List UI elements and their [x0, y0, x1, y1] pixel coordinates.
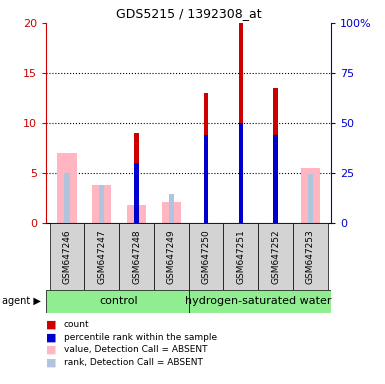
Bar — [99, 185, 104, 223]
Text: percentile rank within the sample: percentile rank within the sample — [64, 333, 217, 342]
Bar — [154, 223, 189, 290]
Bar — [189, 223, 223, 290]
Text: GSM647251: GSM647251 — [236, 229, 245, 284]
Text: rank, Detection Call = ABSENT: rank, Detection Call = ABSENT — [64, 358, 203, 367]
Text: value, Detection Call = ABSENT: value, Detection Call = ABSENT — [64, 345, 207, 354]
Text: agent ▶: agent ▶ — [2, 296, 41, 306]
Bar — [301, 168, 320, 223]
Bar — [46, 290, 189, 313]
Bar — [92, 185, 111, 223]
Text: GSM647253: GSM647253 — [306, 229, 315, 284]
Bar — [162, 202, 181, 223]
Text: ■: ■ — [46, 358, 57, 367]
Bar — [84, 223, 119, 290]
Bar — [57, 153, 77, 223]
Title: GDS5215 / 1392308_at: GDS5215 / 1392308_at — [116, 7, 261, 20]
Bar — [273, 135, 278, 223]
Bar — [308, 174, 313, 223]
Bar — [134, 163, 139, 223]
Text: GSM647250: GSM647250 — [201, 229, 211, 284]
Bar — [50, 223, 84, 290]
Text: control: control — [100, 296, 139, 306]
Bar — [239, 123, 243, 223]
Text: count: count — [64, 320, 89, 329]
Text: GSM647249: GSM647249 — [167, 229, 176, 284]
Bar — [189, 290, 331, 313]
Bar — [119, 223, 154, 290]
Text: ■: ■ — [46, 345, 57, 355]
Bar — [223, 223, 258, 290]
Bar — [273, 88, 278, 223]
Text: hydrogen-saturated water: hydrogen-saturated water — [185, 296, 331, 306]
Bar — [64, 173, 70, 223]
Text: ■: ■ — [46, 319, 57, 329]
Bar — [204, 135, 208, 223]
Bar — [169, 194, 174, 223]
Text: GSM647248: GSM647248 — [132, 229, 141, 284]
Bar — [204, 93, 208, 223]
Bar — [258, 223, 293, 290]
Bar — [134, 133, 139, 223]
Text: ■: ■ — [46, 332, 57, 342]
Text: GSM647252: GSM647252 — [271, 229, 280, 284]
Bar — [293, 223, 328, 290]
Bar — [239, 23, 243, 223]
Text: GSM647246: GSM647246 — [62, 229, 72, 284]
Bar — [127, 205, 146, 223]
Text: GSM647247: GSM647247 — [97, 229, 106, 284]
